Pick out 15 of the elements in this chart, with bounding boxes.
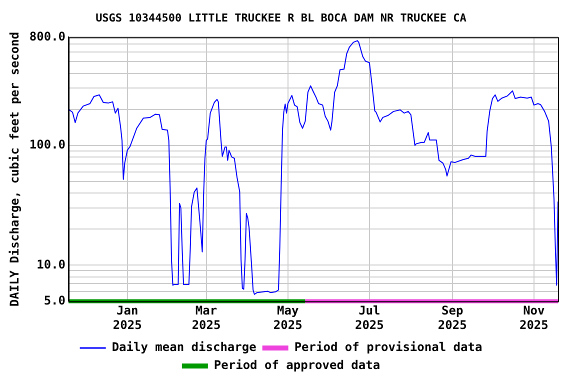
x-tick-label: Mar 2025 <box>192 304 221 332</box>
y-tick-label: 10.0 <box>36 257 66 272</box>
y-tick-label: 5.0 <box>44 293 66 308</box>
legend-label: Period of approved data <box>214 358 380 372</box>
x-tick-label: May 2025 <box>273 304 302 332</box>
y-tick-label: 100.0 <box>29 137 66 152</box>
y-axis-title: DAILY Discharge, cubic feet per second <box>7 32 22 306</box>
x-tick-label: Nov 2025 <box>519 304 548 332</box>
x-tick-label: Sep 2025 <box>438 304 467 332</box>
legend-label: Period of provisional data <box>294 340 482 354</box>
legend-label: Daily mean discharge <box>112 340 256 354</box>
chart-title: USGS 10344500 LITTLE TRUCKEE R BL BOCA DAM NR TRUCKEE CA <box>96 11 467 24</box>
x-tick-label: Jan 2025 <box>112 304 142 332</box>
x-tick-label: Jul 2025 <box>354 304 384 332</box>
y-tick-label: 800.0 <box>29 29 66 44</box>
